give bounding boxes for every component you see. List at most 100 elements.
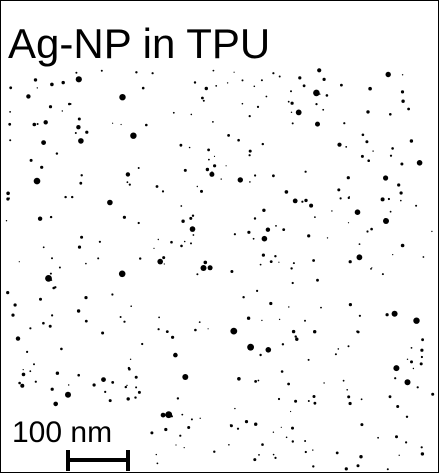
particle [207,265,213,271]
particle [246,316,251,320]
particle [277,397,281,401]
particle [256,289,259,292]
particle [420,446,423,449]
particle [319,93,321,95]
particle [347,222,350,224]
particle [8,197,10,199]
particles [5,68,435,471]
particle [80,235,84,239]
particle [122,215,126,219]
particle [85,262,87,265]
particle [80,174,83,177]
particle [26,94,31,99]
particle [50,82,54,87]
particle [249,181,251,183]
particle [215,85,218,87]
particle [13,303,17,307]
particle [365,140,369,144]
particle [201,96,204,100]
particle [313,330,317,334]
particle [76,309,81,313]
particle [256,105,260,108]
particle [173,352,178,358]
particle [248,149,252,153]
particle [259,263,262,266]
particle [205,167,210,172]
particle [237,177,243,183]
particle [22,369,24,371]
particle [304,198,308,203]
particle [107,199,113,206]
particle [290,267,293,270]
particle [360,398,363,401]
particle [334,353,337,356]
particle [202,99,205,102]
particle [359,455,363,459]
particle [265,95,268,98]
particle [265,347,272,353]
particle [389,113,392,116]
particle [29,327,32,330]
particle [192,234,195,236]
particle [39,297,42,301]
particle [366,230,369,233]
particle [405,415,409,418]
particle [75,71,78,74]
particle [383,218,389,224]
particle [405,441,408,444]
particle [392,254,394,256]
particle [431,392,435,396]
particle [175,444,177,446]
particle [298,76,302,80]
particle [348,260,352,264]
particle [204,86,208,91]
particle [179,143,183,147]
particle [278,75,281,78]
particle [288,306,290,308]
particle [396,405,400,408]
particle [145,123,148,127]
particle [196,273,199,276]
particle [111,293,114,296]
particle [157,258,163,265]
particle [307,358,310,361]
particle [259,353,262,357]
particle [400,90,405,94]
particle [188,146,191,149]
particle [400,162,404,166]
particle [420,452,425,456]
particle [241,79,244,82]
particle [230,270,234,273]
particle [212,121,214,123]
particle [412,367,415,370]
particle [253,217,257,220]
particle [228,444,230,446]
particle [37,216,43,221]
particle [356,464,360,468]
particle [368,86,372,91]
particle [385,313,389,317]
particle [60,347,63,351]
particle [150,431,154,435]
particle [157,328,160,331]
particle [180,205,183,207]
particle [290,410,292,413]
particle [125,172,131,177]
particle [127,366,131,370]
particle [347,395,351,399]
particle [395,435,398,439]
particle [36,123,39,125]
particle [372,150,374,152]
particle [190,418,193,421]
particle [304,319,306,322]
particle [65,391,71,398]
particle [112,122,114,124]
particle [391,310,398,317]
particle [262,208,266,212]
particle [406,358,409,360]
particle [181,219,185,223]
particle [200,189,203,193]
particle [337,142,342,147]
particle [160,412,166,418]
particle [135,71,138,74]
